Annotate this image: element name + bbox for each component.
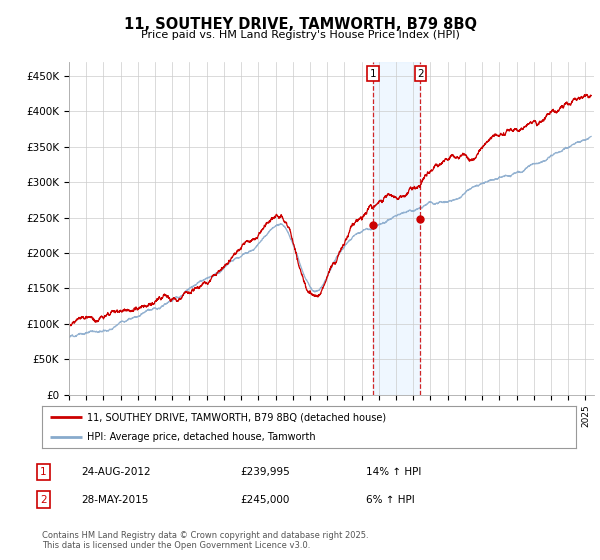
Text: £245,000: £245,000 bbox=[240, 494, 289, 505]
Text: Contains HM Land Registry data © Crown copyright and database right 2025.
This d: Contains HM Land Registry data © Crown c… bbox=[42, 530, 368, 550]
Text: 1: 1 bbox=[40, 467, 47, 477]
Text: 11, SOUTHEY DRIVE, TAMWORTH, B79 8BQ (detached house): 11, SOUTHEY DRIVE, TAMWORTH, B79 8BQ (de… bbox=[88, 412, 386, 422]
Text: 6% ↑ HPI: 6% ↑ HPI bbox=[366, 494, 415, 505]
Bar bbox=[373, 62, 421, 395]
Text: 1: 1 bbox=[370, 69, 376, 78]
Text: 14% ↑ HPI: 14% ↑ HPI bbox=[366, 467, 421, 477]
Text: HPI: Average price, detached house, Tamworth: HPI: Average price, detached house, Tamw… bbox=[88, 432, 316, 442]
Text: 2: 2 bbox=[417, 69, 424, 78]
Text: £239,995: £239,995 bbox=[240, 467, 290, 477]
Text: 28-MAY-2015: 28-MAY-2015 bbox=[81, 494, 148, 505]
Text: Price paid vs. HM Land Registry's House Price Index (HPI): Price paid vs. HM Land Registry's House … bbox=[140, 30, 460, 40]
Text: 11, SOUTHEY DRIVE, TAMWORTH, B79 8BQ: 11, SOUTHEY DRIVE, TAMWORTH, B79 8BQ bbox=[124, 17, 476, 31]
Text: 2: 2 bbox=[40, 494, 47, 505]
Text: 24-AUG-2012: 24-AUG-2012 bbox=[81, 467, 151, 477]
